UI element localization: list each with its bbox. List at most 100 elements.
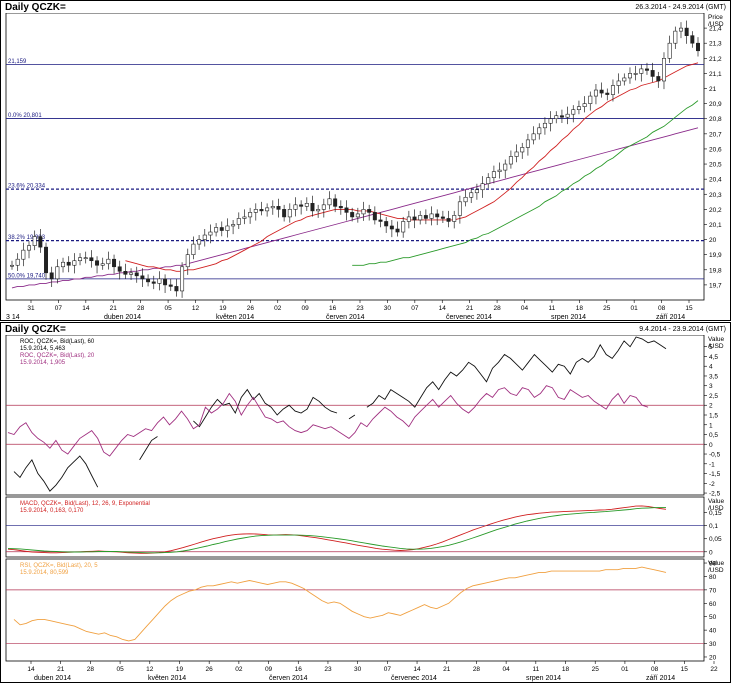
roc-y-tick-label: 0,5	[709, 432, 718, 439]
x-tick-label: 30	[384, 305, 392, 312]
candle-body	[350, 212, 355, 218]
candle-body	[696, 42, 700, 52]
candle-body	[191, 243, 196, 255]
y-tick-label: 21,3	[709, 41, 722, 48]
x-month-label: červen 2014	[326, 314, 365, 321]
candle-body	[327, 198, 332, 206]
macd-y-tick-label: 0,1	[709, 523, 718, 530]
bottom-x-tick-label: 28	[87, 666, 95, 673]
candle-body	[508, 156, 513, 165]
y-tick-label: 19,9	[709, 252, 722, 259]
rsi-y-tick-label: 40	[709, 628, 717, 635]
macd-y-tick-label: 0,05	[709, 536, 722, 543]
candle-body	[208, 231, 213, 236]
candle-body	[185, 254, 190, 268]
roc-y-tick-label: 2	[709, 403, 713, 410]
candle-body	[605, 92, 610, 95]
bottom-x-month-label: srpen 2014	[526, 675, 561, 682]
candle-body	[100, 263, 105, 266]
indicator-charts: -2,5-2-1,5-1-0,500,511,522,533,544,55Val…	[5, 335, 725, 682]
x-tick-label: 23	[356, 305, 364, 312]
bottom-x-tick-label: 14	[27, 666, 35, 673]
candle-body	[265, 207, 270, 212]
x-month-label: květen 2014	[216, 314, 254, 321]
candle-body	[378, 219, 383, 222]
bottom-window-title: Daily QCZK=	[5, 324, 66, 335]
x-tick-label: 09	[302, 305, 310, 312]
x-tick-label: 26	[247, 305, 255, 312]
candle-body	[49, 272, 54, 280]
roc-y-tick-label: 1	[709, 422, 713, 429]
candle-body	[242, 216, 247, 219]
bottom-chart-window: Daily QCZK= 9.4.2014 - 23.9.2014 (GMT) -…	[0, 322, 731, 683]
candle-body	[21, 249, 26, 260]
y-tick-label: 20,2	[709, 207, 722, 214]
roc-series-line	[13, 336, 667, 492]
y-tick-label: 19,8	[709, 267, 722, 274]
roc-legend-text: ROC, QCZK=, Bid(Last), 20	[20, 353, 95, 359]
macd-y-tick-label: 0	[709, 549, 713, 556]
candle-body	[259, 209, 264, 212]
bottom-x-tick-label: 26	[206, 666, 214, 673]
candle-body	[253, 209, 258, 213]
roc-y-tick-label: 0	[709, 442, 713, 449]
candle-body	[310, 203, 315, 212]
candle-body	[214, 227, 219, 233]
top-window-title: Daily QCZK=	[5, 2, 66, 13]
candle-body	[497, 169, 502, 172]
candle-body	[236, 218, 241, 225]
candle-body	[406, 216, 411, 222]
roc-value-label: Value	[708, 336, 725, 343]
candle-body	[344, 207, 349, 213]
macd-series-line	[7, 506, 666, 554]
x-tick-label: 05	[164, 305, 172, 312]
candle-body	[503, 163, 508, 171]
candle-body	[423, 215, 428, 219]
candle-body	[338, 206, 343, 209]
bottom-x-tick-label: 21	[443, 666, 451, 673]
bottom-x-tick-label: 23	[324, 666, 332, 673]
x-tick-label: 04	[521, 305, 529, 312]
bottom-x-month-label: červenec 2014	[391, 675, 437, 682]
candle-body	[616, 80, 621, 86]
bottom-x-tick-label: 25	[592, 666, 600, 673]
roc-series-line	[7, 385, 649, 457]
candle-body	[123, 270, 128, 275]
y-tick-label: 21,4	[709, 26, 722, 33]
roc-y-tick-label: 4	[709, 364, 713, 371]
x-tick-label: 28	[137, 305, 145, 312]
bottom-x-tick-label: 22	[710, 666, 718, 673]
macd-y-tick-label: 0,15	[709, 510, 722, 517]
fib-level-label: 0.0% 20,801	[8, 113, 42, 119]
candle-body	[333, 198, 338, 207]
candle-body	[219, 227, 224, 231]
candle-body	[202, 234, 207, 240]
candle-body	[197, 239, 202, 245]
candle-body	[633, 73, 638, 75]
x-tick-label: 07	[55, 305, 63, 312]
candle-body	[644, 68, 649, 71]
candle-body	[520, 147, 525, 153]
x-tick-label: 14	[439, 305, 447, 312]
candle-body	[287, 209, 292, 218]
rsi-series-line	[13, 566, 667, 642]
candle-body	[55, 266, 60, 280]
candle-body	[429, 213, 434, 219]
roc-legend-text: 15.9.2014, 1,905	[20, 360, 66, 366]
candle-body	[44, 246, 49, 274]
candle-body	[565, 113, 570, 118]
candle-body	[491, 171, 496, 178]
bottom-x-month-label: duben 2014	[34, 675, 71, 682]
roc-y-tick-label: -2	[709, 481, 715, 488]
y-tick-label: 20,7	[709, 131, 722, 138]
candle-body	[582, 103, 587, 107]
candle-body	[180, 266, 185, 292]
x-tick-label: 28	[493, 305, 501, 312]
bottom-x-tick-label: 11	[532, 666, 539, 673]
candle-body	[106, 258, 111, 265]
candle-body	[270, 206, 275, 209]
candle-body	[389, 225, 394, 230]
rsi-y-tick-label: 90	[709, 561, 717, 568]
bottom-x-month-label: květen 2014	[148, 675, 186, 682]
bottom-x-tick-label: 01	[621, 666, 629, 673]
